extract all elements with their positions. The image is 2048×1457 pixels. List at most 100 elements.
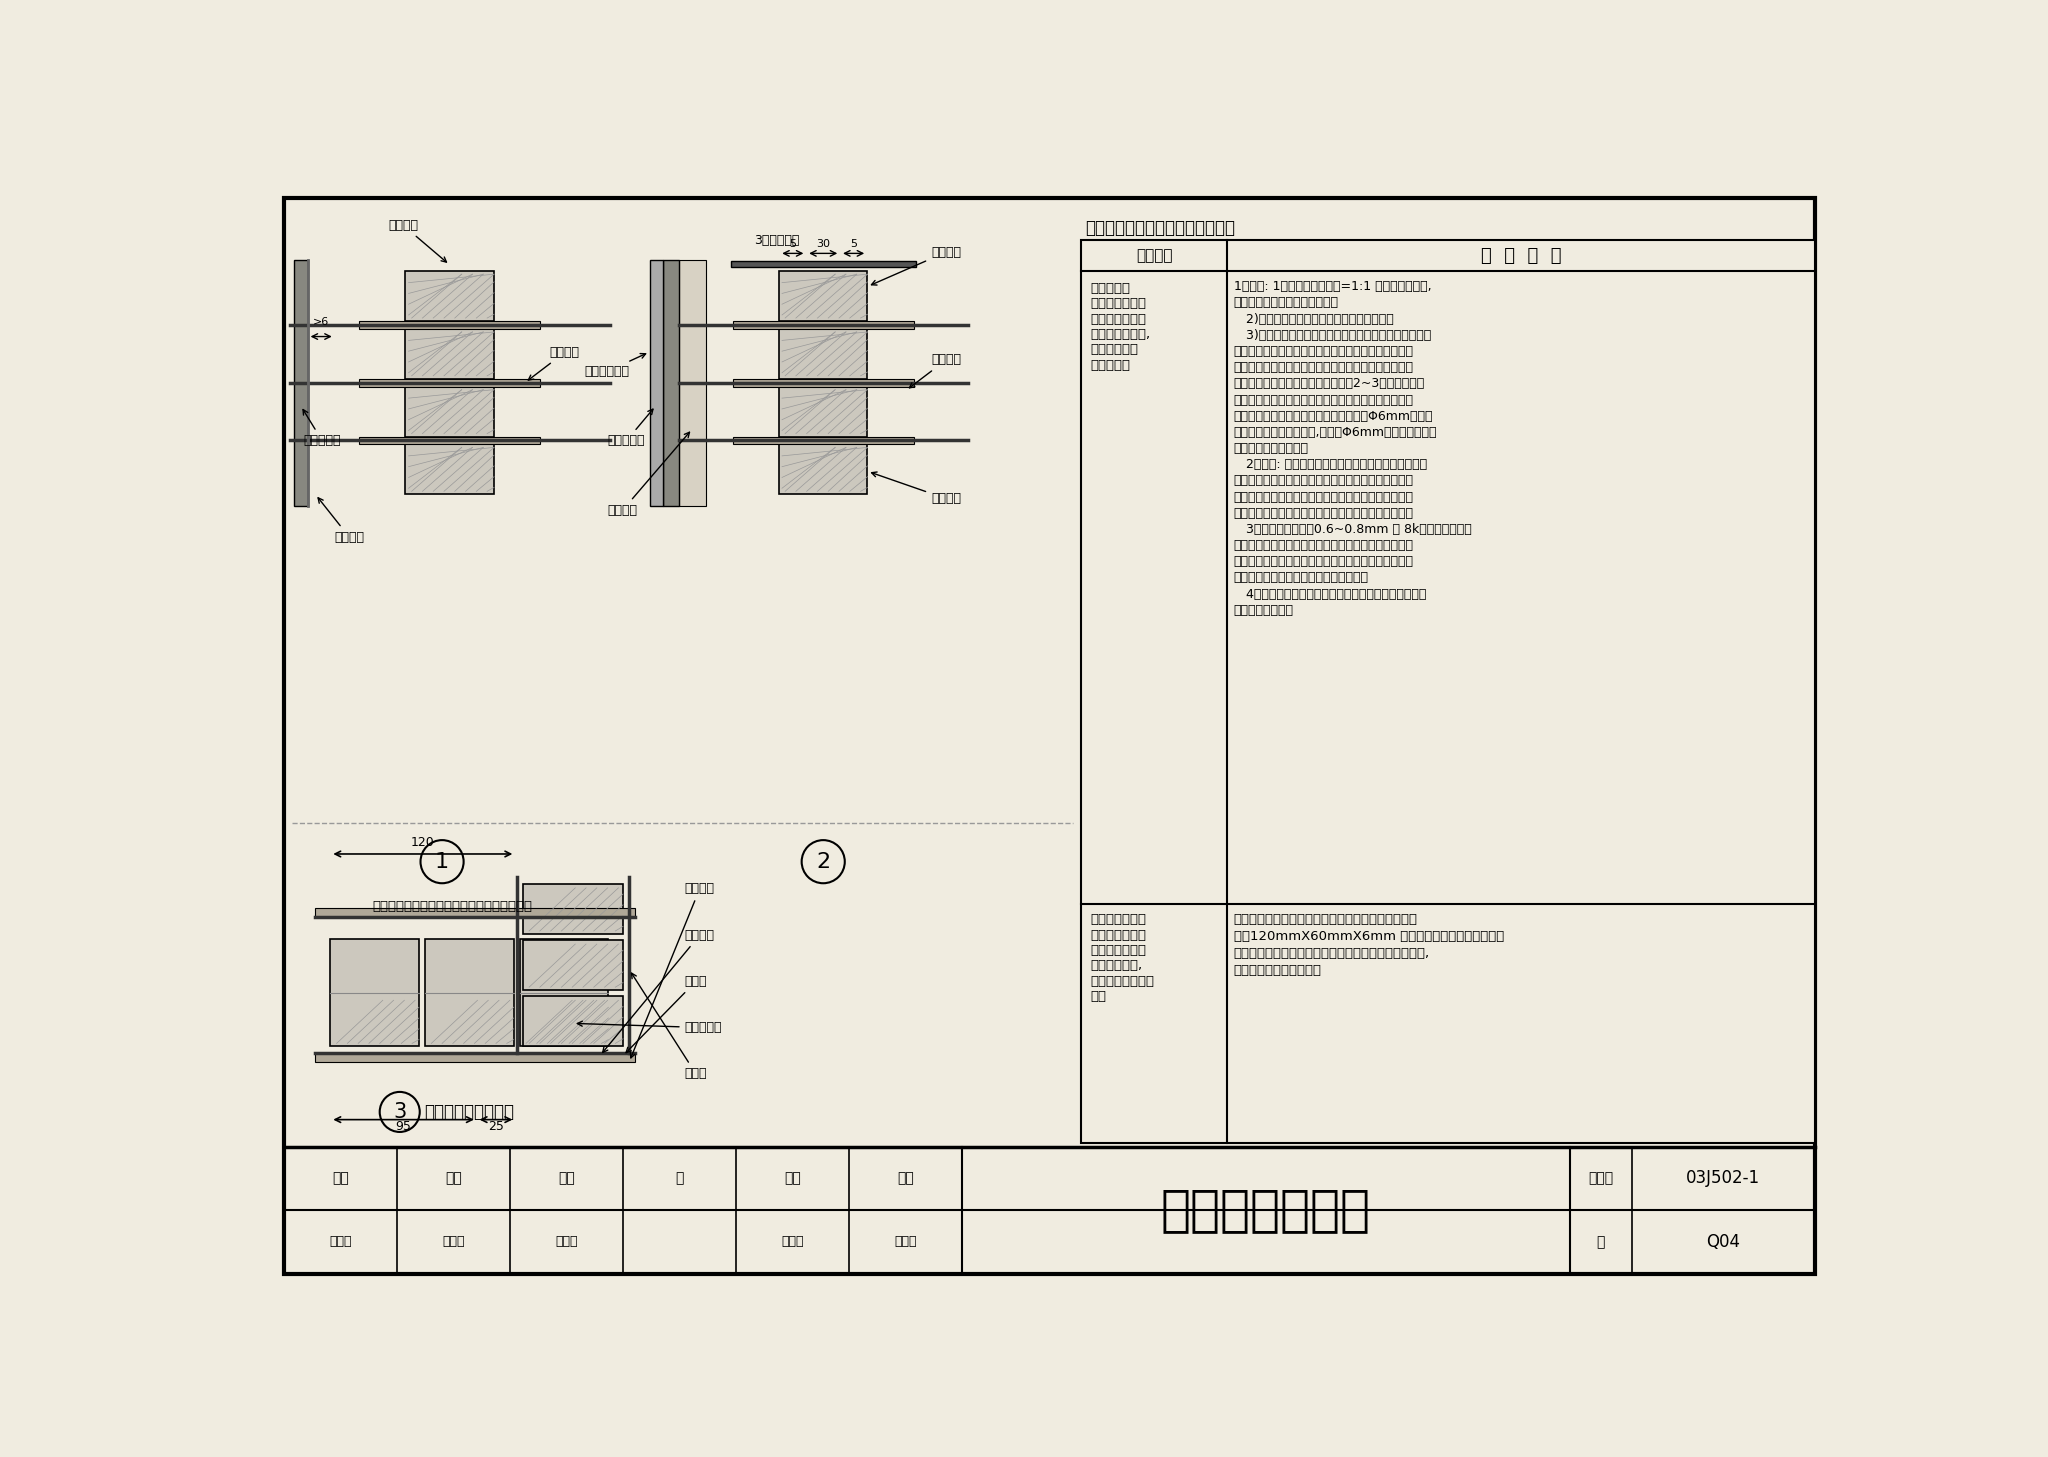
Text: 除封边、收口不用高级金属板而改用灰缝，不锈钢扁: 除封边、收口不用高级金属板而改用灰缝，不锈钢扁 (1233, 914, 1417, 927)
Bar (778, 271, 868, 321)
Text: 谭宏辰: 谭宏辰 (780, 1236, 803, 1249)
Bar (778, 444, 868, 494)
Text: 3)为保证玻璃砖墙的平整性和砌筑的方便，每层玻璃砖: 3)为保证玻璃砖墙的平整性和砌筑的方便，每层玻璃砖 (1233, 329, 1432, 342)
Text: 2)按上、下层对缝的方式，自下而上砌筑。: 2)按上、下层对缝的方式，自下而上砌筑。 (1233, 313, 1393, 326)
Text: 玻璃砖隔墙、隔断分类及施工说明: 玻璃砖隔墙、隔断分类及施工说明 (1085, 220, 1235, 237)
Bar (522, 997, 623, 1046)
Bar (733, 379, 913, 386)
Bar (733, 437, 913, 444)
Text: 四周用灰缝封口、: 四周用灰缝封口、 (1090, 975, 1155, 988)
Text: 饰面砂浆: 饰面砂浆 (317, 498, 365, 543)
Text: 饰面砂浆: 饰面砂浆 (631, 883, 715, 1058)
Text: 专用砂浆: 专用砂浆 (389, 219, 446, 262)
Bar (520, 938, 608, 1046)
Text: 钢、120mmX60mmX6mm 不锈钢板、防腐木条等均予取: 钢、120mmX60mmX6mm 不锈钢板、防腐木条等均予取 (1233, 930, 1503, 943)
Text: 缝或凹缝或凸缝或其他缝，统由具体设计决定）。勾缝: 缝或凹缝或凸缝或其他缝，统由具体设计决定）。勾缝 (1233, 491, 1413, 504)
Text: 消，嵌缝、滑缝直接与墙面或顶槽或勒脚混凝土粘贴外,: 消，嵌缝、滑缝直接与墙面或顶槽或勒脚混凝土粘贴外, (1233, 947, 1430, 960)
Bar (315, 908, 635, 916)
Text: 3厚固定钢板: 3厚固定钢板 (754, 235, 799, 248)
Text: 时须先勾平缝再勾竖缝，缝须平滑，须均匀一致缝深。: 时须先勾平缝再勾竖缝，缝须平滑，须均匀一致缝深。 (1233, 507, 1413, 520)
Text: 专用砂浆: 专用砂浆 (602, 928, 715, 1052)
Text: 弹性橡胶条: 弹性橡胶条 (608, 409, 653, 447)
Text: 设计: 设计 (784, 1171, 801, 1186)
Bar (330, 938, 420, 1046)
Bar (649, 259, 664, 506)
Text: >6: >6 (313, 318, 330, 328)
Text: Q04: Q04 (1706, 1233, 1741, 1252)
Bar (358, 321, 541, 329)
Text: 四周用金属板: 四周用金属板 (1090, 344, 1139, 357)
Text: 朱爱霞: 朱爱霞 (555, 1236, 578, 1249)
Text: 缓冲材料: 缓冲材料 (608, 433, 690, 517)
Text: 其他施工说明基本同上。: 其他施工说明基本同上。 (1233, 965, 1321, 978)
Bar (522, 884, 623, 934)
Bar (315, 1052, 635, 1062)
Text: 美之宝大力胶点涂粘贴于不锈扁钢之上。: 美之宝大力胶点涂粘贴于不锈扁钢之上。 (1233, 571, 1368, 584)
Text: 校对: 校对 (559, 1171, 575, 1186)
Text: 镶砌分类: 镶砌分类 (1137, 248, 1174, 264)
Text: 准: 准 (676, 1171, 684, 1186)
Text: 钢筋两端套丝，锚固。: 钢筋两端套丝，锚固。 (1233, 441, 1309, 455)
Text: 墙砌筑于两建筑: 墙砌筑于两建筑 (1090, 928, 1147, 941)
Text: 于外墙墙洞之内,: 于外墙墙洞之内, (1090, 328, 1151, 341)
Text: 金属收口垫材: 金属收口垫材 (584, 354, 645, 377)
Bar (358, 437, 541, 444)
Text: 及与空心玻璃砖凹槽接触面上，均应满涂干型美之宝大: 及与空心玻璃砖凹槽接触面上，均应满涂干型美之宝大 (1233, 361, 1413, 374)
Text: 墙砌筑于两建筑: 墙砌筑于两建筑 (1090, 297, 1147, 310)
Bar (406, 386, 494, 437)
Text: 力胶一道。每层玻璃砖上应放木垫块2~3块，边放边砌: 力胶一道。每层玻璃砖上应放木垫块2~3块，边放边砌 (1233, 377, 1425, 390)
Text: 封口、收边: 封口、收边 (1090, 358, 1130, 372)
Text: 专用砂浆: 专用砂浆 (872, 246, 961, 286)
Text: 玻璃砖墙（四）: 玻璃砖墙（四） (1161, 1186, 1370, 1234)
Text: 注：缓冲材料常用弹性橡胶条、玻璃纤维等。: 注：缓冲材料常用弹性橡胶条、玻璃纤维等。 (373, 900, 532, 914)
Text: 图集号: 图集号 (1589, 1171, 1614, 1186)
Bar (778, 386, 868, 437)
Bar (293, 259, 307, 506)
Text: 3、封口、收边：用0.6~0.8mm 厚 8k不锈钢板或钛金: 3、封口、收边：用0.6~0.8mm 厚 8k不锈钢板或钛金 (1233, 523, 1470, 536)
Text: 转角玻璃砖固定方法: 转角玻璃砖固定方法 (424, 1103, 514, 1120)
Text: 空心玻璃砖: 空心玻璃砖 (1090, 281, 1130, 294)
Text: 竖钢筋: 竖钢筋 (631, 973, 707, 1080)
Text: 2: 2 (817, 852, 829, 871)
Text: 120: 120 (412, 836, 434, 849)
Text: 镒良修: 镒良修 (330, 1236, 352, 1249)
Bar (678, 259, 707, 506)
Text: 30: 30 (817, 239, 829, 249)
Text: 1、砌筑: 1）按白水泥：细砂=1:1 的比例调水泥浆,: 1、砌筑: 1）按白水泥：细砂=1:1 的比例调水泥浆, (1233, 280, 1432, 293)
Text: 修》一章）对空心玻璃砖墙封口、收边材料均用慢干型: 修》一章）对空心玻璃砖墙封口、收边材料均用慢干型 (1233, 555, 1413, 568)
Text: 横向钢筋: 横向钢筋 (528, 345, 580, 380)
Text: 板或其他高级金属板（参见《高级金属饰面板建筑墙装: 板或其他高级金属板（参见《高级金属饰面板建筑墙装 (1233, 539, 1413, 552)
Text: 横向钢筋: 横向钢筋 (909, 354, 961, 388)
Text: 把砖表面擦干净。: 把砖表面擦干净。 (1233, 603, 1294, 616)
Text: 收边: 收边 (1090, 991, 1106, 1004)
Bar (778, 329, 868, 379)
Text: 审定: 审定 (897, 1171, 913, 1186)
Text: 要有一定稠度，以不流淌为好。: 要有一定稠度，以不流淌为好。 (1233, 297, 1339, 309)
Text: 3: 3 (393, 1101, 406, 1122)
Bar (358, 379, 541, 386)
Text: 横钢筋: 横钢筋 (627, 975, 707, 1052)
Bar (406, 444, 494, 494)
Text: 禅记品: 禅记品 (895, 1236, 918, 1249)
Bar (664, 259, 678, 506)
Text: 于外墙洞之内,: 于外墙洞之内, (1090, 960, 1143, 972)
Bar (733, 321, 913, 329)
Text: 审核: 审核 (332, 1171, 348, 1186)
Text: 在砌筑之前要在玻璃上放置木垫块。木垫块顶面、底面: 在砌筑之前要在玻璃上放置木垫块。木垫块顶面、底面 (1233, 345, 1413, 358)
Bar (1081, 240, 1815, 1142)
Text: 2、勾缝: 玻璃砖墙砌毕，经检查、修正后，应以透明: 2、勾缝: 玻璃砖墙砌毕，经检查、修正后，应以透明 (1233, 457, 1427, 471)
Text: 5: 5 (850, 239, 858, 249)
Text: 25: 25 (487, 1120, 504, 1134)
Text: 型美之宝大力胶调石英彩砂进行勾缝（彩砂颜色及勾平: 型美之宝大力胶调石英彩砂进行勾缝（彩砂颜色及勾平 (1233, 475, 1413, 488)
Text: 1: 1 (434, 852, 449, 871)
Text: 页: 页 (1597, 1236, 1606, 1249)
Bar (406, 271, 494, 321)
Bar (522, 940, 623, 991)
Text: 弹性橡胶条: 弹性橡胶条 (303, 409, 340, 447)
Text: 筑，直至砌至顶部为止。空心玻璃砖墙四周（包括墙的: 筑，直至砌至顶部为止。空心玻璃砖墙四周（包括墙的 (1233, 393, 1413, 407)
Bar (426, 938, 514, 1046)
Text: 03J502-1: 03J502-1 (1686, 1170, 1761, 1187)
Text: 筋两根，每隔三条直砖缝,加竖向Φ6mm加强钢筋一根钢: 筋两根，每隔三条直砖缝,加竖向Φ6mm加强钢筋一根钢 (1233, 425, 1438, 439)
Text: 施  工  说  明: 施 工 说 明 (1481, 246, 1561, 265)
Text: 外墙之间或砌筑: 外墙之间或砌筑 (1090, 313, 1147, 326)
